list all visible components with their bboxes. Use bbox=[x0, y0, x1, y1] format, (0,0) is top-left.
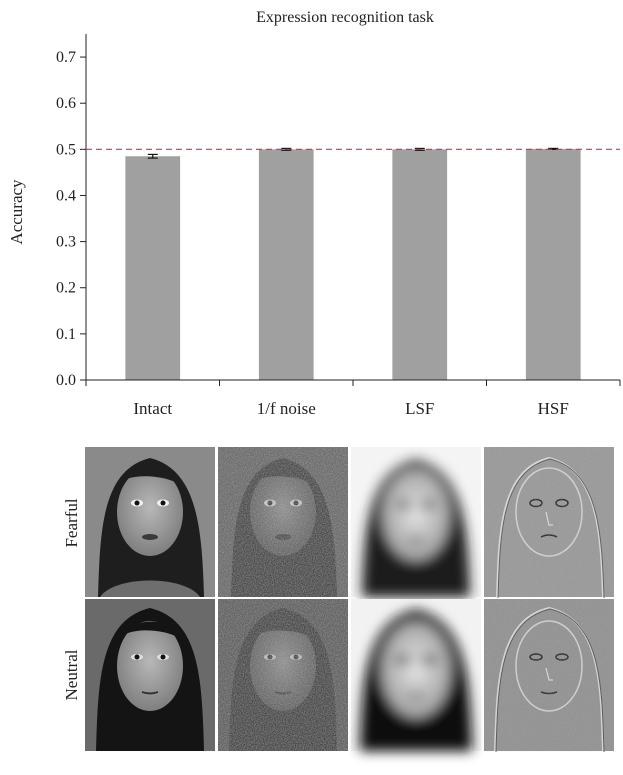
y-tick-label: 0.4 bbox=[56, 187, 76, 204]
row-label-fearful: Fearful bbox=[62, 498, 81, 547]
face-fearful-noise bbox=[218, 447, 348, 597]
stimulus-grid: Fearful Neutral bbox=[62, 447, 614, 753]
face-neutral-noise bbox=[218, 599, 348, 751]
x-tick-label-0: Intact bbox=[133, 399, 172, 418]
face-fearful-intact bbox=[85, 447, 215, 597]
y-tick-label: 0.7 bbox=[56, 49, 76, 66]
face-neutral-hsf bbox=[484, 599, 614, 753]
face-fearful-lsf bbox=[351, 447, 481, 597]
face-fearful-hsf bbox=[484, 447, 614, 599]
bar-1 bbox=[258, 149, 314, 380]
y-tick-label: 0.0 bbox=[56, 372, 76, 389]
y-tick-label: 0.3 bbox=[56, 234, 76, 251]
face-neutral-lsf bbox=[351, 599, 481, 751]
y-tick-label: 0.6 bbox=[56, 95, 76, 112]
x-tick-label-3: HSF bbox=[538, 399, 569, 418]
bar-3 bbox=[525, 148, 581, 380]
y-axis: 0.0 0.1 0.2 0.3 0.4 0.5 0.6 0.7 bbox=[56, 34, 87, 389]
x-tick-label-1: 1/f noise bbox=[257, 399, 316, 418]
bar-2 bbox=[392, 149, 448, 380]
y-tick-label: 0.5 bbox=[56, 141, 76, 158]
row-label-neutral: Neutral bbox=[62, 649, 81, 700]
bar-0 bbox=[125, 156, 181, 380]
y-tick-label: 0.2 bbox=[56, 280, 76, 297]
bars bbox=[86, 147, 620, 380]
x-tick-label-2: LSF bbox=[405, 399, 434, 418]
y-axis-title: Accuracy bbox=[7, 179, 26, 245]
x-axis: Intact 1/f noise LSF HSF bbox=[85, 379, 621, 418]
chart-title: Expression recognition task bbox=[256, 9, 434, 26]
y-tick-label: 0.1 bbox=[56, 326, 76, 343]
face-neutral-intact bbox=[85, 599, 215, 751]
